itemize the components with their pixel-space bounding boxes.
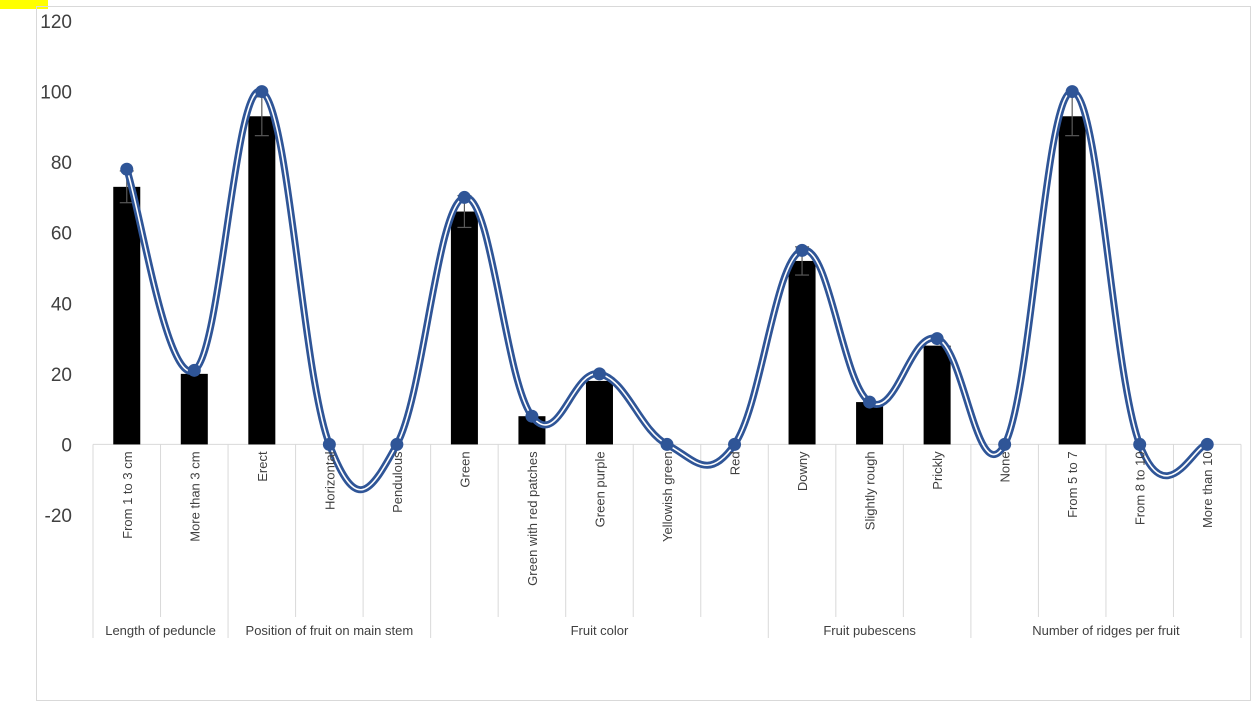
y-tick-label: 120 [40, 12, 72, 33]
category-label: More than 3 cm [187, 451, 202, 541]
category-label: Pendulous [390, 451, 405, 513]
bar [923, 345, 951, 445]
category-label: None [998, 451, 1013, 482]
series-point [1065, 85, 1079, 99]
series-point [728, 437, 742, 451]
series-point [322, 437, 336, 451]
series-point [255, 85, 269, 99]
y-tick-label: 0 [61, 435, 72, 456]
series-point [187, 363, 201, 377]
bar [788, 260, 816, 445]
bar [248, 116, 276, 445]
series-point [660, 437, 674, 451]
category-label: Green [457, 451, 472, 487]
category-label: Green with red patches [525, 451, 540, 586]
bar [180, 373, 208, 445]
series-point [1133, 437, 1147, 451]
group-label: Fruit color [571, 623, 629, 638]
y-tick-label: 60 [51, 224, 72, 245]
series-point [457, 190, 471, 204]
category-label: Green purple [592, 451, 607, 527]
category-label: Yellowish green [660, 451, 675, 542]
group-label: Length of peduncle [105, 623, 216, 638]
series-line [123, 88, 1209, 494]
group-label: Fruit pubescens [823, 623, 916, 638]
series-point [390, 437, 404, 451]
y-tick-label: -20 [45, 506, 72, 527]
category-label: More than 10 [1200, 451, 1215, 528]
category-label: Horizontal [322, 451, 337, 510]
series-line-highlight [126, 90, 1208, 491]
bar [1058, 116, 1086, 445]
group-label: Number of ridges per fruit [1032, 623, 1180, 638]
line-layer [120, 85, 1214, 494]
y-tick-label: 80 [51, 153, 72, 174]
y-tick-label: 100 [40, 83, 72, 104]
category-label: From 5 to 7 [1065, 451, 1080, 517]
bar [450, 211, 478, 445]
series-point [998, 437, 1012, 451]
category-label: Downy [795, 451, 810, 491]
y-tick-label: 20 [51, 365, 72, 386]
series-point [592, 367, 606, 381]
series-point [930, 332, 944, 346]
bar [113, 186, 141, 445]
series-point [863, 395, 877, 409]
series-point [1200, 437, 1214, 451]
bar-layer [113, 96, 1086, 445]
category-label: From 1 to 3 cm [120, 451, 135, 538]
category-label: Red [728, 451, 743, 475]
category-label: Erect [255, 451, 270, 482]
series-point [120, 162, 134, 176]
series-point [525, 409, 539, 423]
series-point [795, 243, 809, 257]
group-label: Position of fruit on main stem [246, 623, 414, 638]
highlight-mark [0, 0, 48, 9]
bar [856, 402, 884, 445]
label-layer: -20 0 20 40 60 80 100 120 Length of peduncle Posi… [40, 12, 1215, 638]
category-label: From 8 to 10 [1133, 451, 1148, 525]
chart-frame [36, 6, 1251, 701]
category-label: Slightly rough [863, 451, 878, 530]
bar [585, 380, 613, 445]
y-tick-label: 40 [51, 294, 72, 315]
category-label: Prickly [930, 451, 945, 490]
